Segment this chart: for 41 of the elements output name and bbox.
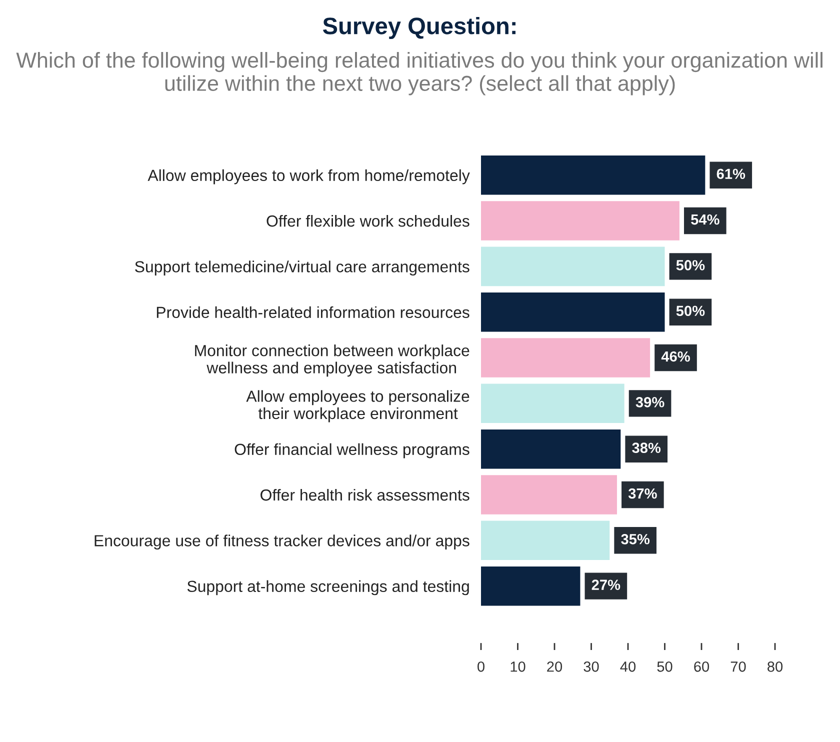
y-tick-label: Encourage use of fitness tracker devices and/or apps [94, 534, 470, 550]
x-tick-label: 80 [768, 661, 783, 672]
y-tick-label: Support telemedicine/virtual care arrangements [135, 260, 470, 276]
bar [481, 155, 706, 195]
y-tick-label: Allow employees to personalize their workplace environment [246, 390, 470, 422]
y-tick-label: Provide health-related information resources [156, 306, 470, 318]
data-label: 38% [632, 442, 661, 454]
data-label: 46% [661, 351, 690, 362]
bar [481, 384, 624, 424]
x-tick-label: 60 [694, 661, 710, 672]
x-tick-label: 10 [510, 661, 526, 672]
bar [481, 292, 665, 332]
bar [481, 566, 580, 606]
data-label: 61% [716, 168, 746, 180]
bar [481, 246, 665, 286]
x-tick-label: 30 [584, 661, 599, 672]
data-label: 27% [592, 580, 620, 590]
bar [481, 520, 610, 560]
x-tick-label: 50 [657, 661, 672, 672]
y-tick-label: Offer flexible work schedules [266, 214, 470, 227]
x-tick-label: 0 [478, 661, 484, 672]
chart-subtitle: Which of the following well-being related initiatives do you think your organization will utilize within the next two years? (select all that apply) [16, 52, 822, 96]
bar [481, 338, 650, 378]
data-label: 35% [621, 534, 650, 544]
bar [481, 201, 680, 240]
bar [481, 429, 621, 469]
bar [481, 475, 617, 514]
y-tick-label: Allow employees to work from home/remotely [148, 169, 470, 184]
y-tick-label: Monitor connection between workplace wellness and employee satisfaction [195, 344, 470, 377]
data-label: 50% [676, 306, 705, 316]
y-tick-label: Offer health risk assessments [260, 488, 470, 501]
data-label: 39% [636, 397, 664, 408]
x-tick-label: 70 [730, 661, 746, 672]
x-tick-label: 20 [547, 661, 562, 672]
y-tick-label: Offer financial wellness programs [234, 443, 470, 458]
data-label: 50% [676, 260, 705, 270]
chart-title: Survey Question: [322, 16, 516, 40]
data-label: 37% [628, 488, 657, 499]
y-tick-label: Support at-home screenings and testing [187, 580, 469, 596]
x-tick-label: 40 [620, 661, 636, 672]
data-label: 54% [691, 214, 720, 225]
